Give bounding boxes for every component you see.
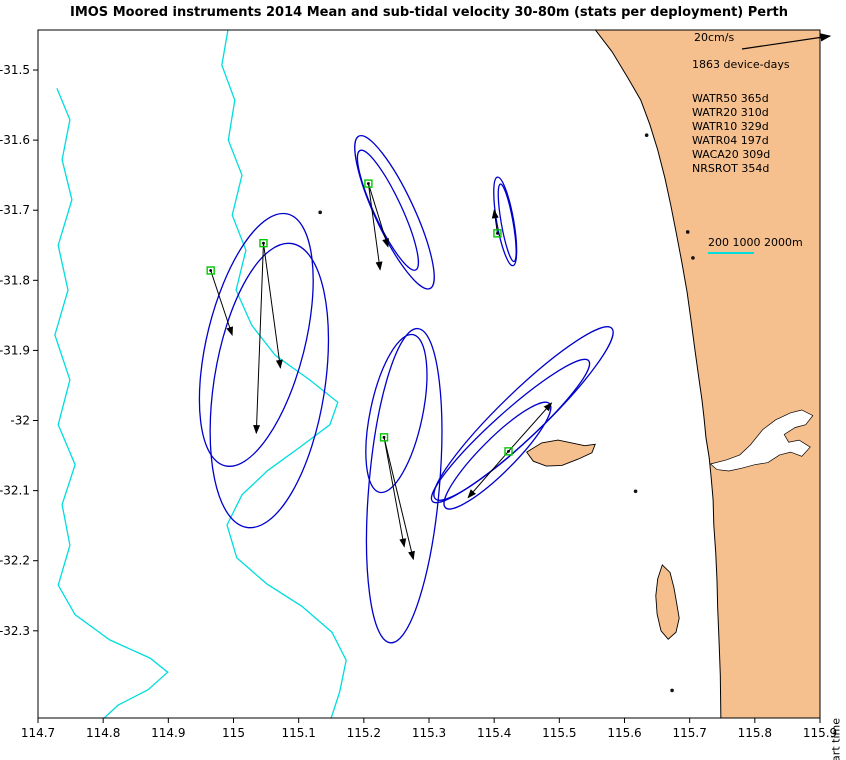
mooring-marker: [493, 229, 502, 238]
deployment-list: WATR50 365d WATR20 310d WATR10 329d WATR…: [692, 92, 844, 176]
mooring-marker-dot: [366, 182, 370, 185]
isobath-scale: 200 1000 2000m: [708, 236, 803, 254]
variance-ellipse: [433, 326, 614, 501]
mooring-marker-dot: [209, 269, 213, 272]
deployment-item: WATR50 365d: [692, 92, 769, 105]
x-tick-label: 115.4: [477, 726, 511, 740]
mooring-marker-dot: [382, 435, 386, 439]
scale-arrow-label: 20cm/s: [694, 31, 735, 44]
mooring-marker-dot: [507, 449, 510, 453]
y-tick-label: -32: [10, 414, 30, 428]
legend: 20cm/s 1863 device-days WATR50 365d WATR…: [692, 30, 844, 254]
velocity-arrow: [467, 451, 509, 499]
mooring-marker: [379, 433, 389, 442]
x-tick-label: 115.3: [412, 726, 446, 740]
isobath-contour: [54, 88, 169, 718]
y-tick-label: -31.7: [0, 203, 30, 217]
velocity-arrow: [367, 183, 389, 248]
variance-ellipse: [365, 333, 428, 494]
y-tick-label: -32.2: [0, 554, 30, 568]
deployment-item: NRSROT 354d: [692, 162, 770, 175]
variance-ellipse: [356, 149, 420, 271]
mooring-marker-dot: [496, 231, 499, 235]
deployment-item: WACA20 309d: [692, 148, 771, 161]
mooring-marker: [206, 266, 215, 275]
variance-ellipse: [365, 327, 443, 644]
islet-dot: [644, 133, 649, 138]
x-tick-label: 115.2: [347, 726, 381, 740]
islet-dot: [670, 688, 674, 693]
x-tick-label: 115: [222, 726, 245, 740]
variance-ellipse: [497, 183, 517, 263]
x-tick-label: 115.9: [803, 726, 837, 740]
variance-ellipse: [493, 176, 518, 267]
timestamp-watermark: IMOS 22-Dec-2024 10:18:23 Hobart time: [829, 718, 842, 760]
island-polygon: [526, 439, 596, 467]
variance-ellipse: [198, 212, 314, 467]
velocity-arrow: [210, 270, 233, 336]
isobath-contour: [221, 30, 347, 718]
islet-dot: [633, 489, 638, 494]
y-tick-label: -31.6: [0, 133, 30, 147]
velocity-arrow: [508, 402, 553, 452]
deployment-item: WATR20 310d: [692, 106, 769, 119]
deployment-item: WATR10 329d: [692, 120, 769, 133]
x-tick-label: 115.1: [281, 726, 315, 740]
x-tick-label: 114.9: [151, 726, 185, 740]
velocity-arrow: [253, 243, 264, 435]
islet-dot: [685, 230, 690, 234]
mooring-marker: [504, 447, 513, 456]
x-tick-label: 115.6: [607, 726, 641, 740]
mainland-polygon: [594, 30, 820, 718]
velocity-arrow: [383, 437, 415, 561]
island-polygon: [655, 564, 680, 640]
y-tick-label: -32.1: [0, 484, 30, 498]
islet-dot: [691, 256, 695, 260]
x-tick-label: 115.7: [672, 726, 706, 740]
variance-ellipse: [430, 358, 591, 504]
deployment-item: WATR04 197d: [692, 134, 769, 147]
y-tick-label: -32.3: [0, 624, 30, 638]
mooring-marker: [259, 238, 268, 248]
mooring-marker: [364, 179, 373, 188]
isobath-underline: [708, 252, 754, 254]
y-tick-label: -31.8: [0, 273, 30, 287]
estuary-polygon: [709, 409, 814, 472]
scale-arrow-icon: [741, 33, 832, 50]
x-tick-label: 114.7: [21, 726, 55, 740]
x-tick-label: 114.8: [86, 726, 120, 740]
isobath-scale-label: 200 1000 2000m: [708, 236, 803, 249]
map-layers: [54, 30, 820, 718]
y-tick-label: -31.9: [0, 343, 30, 357]
variance-ellipse: [354, 134, 435, 290]
mooring-marker-dot: [262, 241, 265, 245]
scale-arrow-row: 20cm/s: [692, 30, 844, 54]
x-tick-label: 115.5: [542, 726, 576, 740]
velocity-arrow: [367, 183, 383, 271]
variance-ellipse: [209, 242, 330, 529]
x-tick-label: 115.8: [738, 726, 772, 740]
device-days-total: 1863 device-days: [692, 58, 790, 71]
y-tick-label: -31.5: [0, 63, 30, 77]
velocity-arrow: [262, 243, 283, 369]
velocity-arrow: [383, 437, 407, 548]
page-title: IMOS Moored instruments 2014 Mean and su…: [69, 5, 788, 20]
islet-dot: [318, 210, 322, 215]
